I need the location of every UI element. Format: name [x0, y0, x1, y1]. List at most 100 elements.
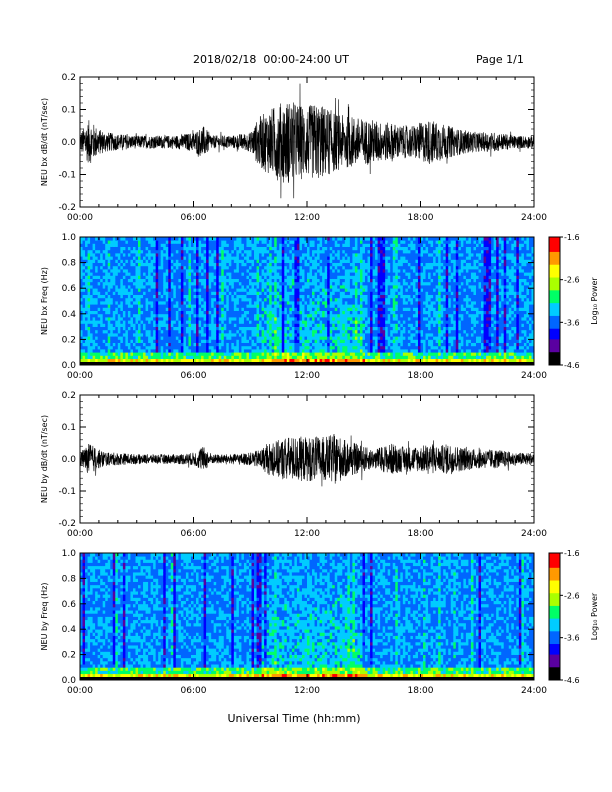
heatmap-cell [337, 253, 341, 257]
heatmap-cell [324, 352, 328, 356]
heatmap-cell [120, 265, 124, 270]
heatmap-cell [226, 291, 230, 295]
heatmap-cell [193, 253, 197, 257]
heatmap-cell [90, 246, 94, 251]
y-tick-label: 0.2 [62, 73, 76, 83]
heatmap-cell [180, 240, 184, 244]
heatmap-cell [155, 262, 159, 267]
heatmap-cell [380, 297, 384, 302]
heatmap-cell [138, 320, 141, 324]
heatmap-cell [307, 237, 310, 241]
heatmap-cell [380, 253, 384, 257]
heatmap-cell [188, 246, 192, 251]
heatmap-cell [188, 265, 192, 270]
heatmap-cell [183, 243, 187, 247]
heatmap-cell [163, 243, 167, 247]
heatmap-cell [218, 246, 222, 251]
heatmap-cell [269, 294, 273, 299]
heatmap-cell [357, 272, 361, 276]
heatmap-cell [185, 256, 189, 260]
heatmap-cell [382, 336, 386, 340]
heatmap-cell [299, 288, 303, 292]
heatmap-cell [254, 307, 257, 311]
heatmap-cell [281, 259, 285, 263]
heatmap-cell [299, 265, 303, 270]
heatmap-cell [130, 265, 134, 270]
heatmap-cell [370, 355, 373, 359]
heatmap-cell [317, 342, 321, 347]
heatmap-cell [100, 317, 104, 321]
y-tick-label: -0.2 [58, 203, 76, 213]
heatmap-cell [279, 358, 283, 363]
heatmap-cell [223, 329, 227, 334]
heatmap-cell [163, 304, 167, 308]
heatmap-cell [178, 272, 182, 276]
heatmap-cell [304, 320, 308, 324]
heatmap-cell [107, 285, 111, 289]
heatmap-cell [289, 278, 293, 283]
heatmap-cell [122, 323, 126, 327]
heatmap-cell [102, 317, 106, 321]
heatmap-cell [155, 307, 159, 311]
heatmap-cell [112, 281, 116, 286]
heatmap-cell [95, 313, 99, 318]
heatmap-cell [254, 342, 257, 347]
heatmap-cell [153, 256, 157, 260]
heatmap-cell [206, 342, 210, 347]
heatmap-cell [226, 317, 230, 321]
heatmap-cell [140, 304, 144, 308]
heatmap-cell [82, 333, 86, 337]
heatmap-cell [208, 237, 212, 241]
heatmap-cell [196, 253, 199, 257]
heatmap-cell [382, 297, 386, 302]
heatmap-cell [334, 246, 338, 251]
heatmap-cell [221, 320, 225, 324]
heatmap-cell [206, 333, 210, 337]
heatmap-cell [201, 358, 204, 363]
heatmap-cell [329, 345, 333, 350]
heatmap-cell [281, 336, 285, 340]
heatmap-cell [82, 256, 86, 260]
heatmap-cell [196, 320, 199, 324]
heatmap-cell [112, 345, 116, 350]
heatmap-cell [377, 310, 381, 315]
heatmap-cell [264, 329, 268, 334]
heatmap-cell [254, 339, 257, 343]
heatmap-cell [279, 355, 283, 359]
heatmap-cell [296, 249, 300, 254]
heatmap-cell [271, 336, 275, 340]
heatmap-cell [87, 288, 91, 292]
heatmap-cell [382, 323, 386, 327]
heatmap-cell [246, 326, 250, 331]
heatmap-cell [281, 249, 285, 254]
heatmap-cell [92, 358, 96, 363]
heatmap-cell [85, 304, 88, 308]
heatmap-cell [107, 307, 111, 311]
heatmap-cell [143, 281, 146, 286]
heatmap-cell [339, 349, 343, 353]
heatmap-cell [254, 281, 257, 286]
heatmap-cell [223, 358, 227, 363]
heatmap-cell [228, 291, 232, 295]
heatmap-cell [294, 320, 298, 324]
heatmap-cell [226, 249, 230, 254]
heatmap-cell [150, 275, 154, 279]
heatmap-cell [332, 259, 336, 263]
heatmap-cell [97, 246, 101, 251]
heatmap-cell [251, 281, 255, 286]
heatmap-cell [291, 256, 295, 260]
heatmap-cell [80, 326, 83, 331]
heatmap-cell [352, 288, 356, 292]
heatmap-cell [231, 253, 235, 257]
heatmap-cell [160, 291, 164, 295]
heatmap-cell [158, 320, 162, 324]
heatmap-cell [317, 291, 321, 295]
heatmap-cell [324, 345, 328, 350]
heatmap-cell [82, 259, 86, 263]
heatmap-cell [193, 294, 197, 299]
heatmap-cell [279, 275, 283, 279]
heatmap-cell [158, 358, 162, 363]
heatmap-cell [264, 291, 268, 295]
heatmap-cell [299, 352, 303, 356]
heatmap-cell [281, 278, 285, 283]
